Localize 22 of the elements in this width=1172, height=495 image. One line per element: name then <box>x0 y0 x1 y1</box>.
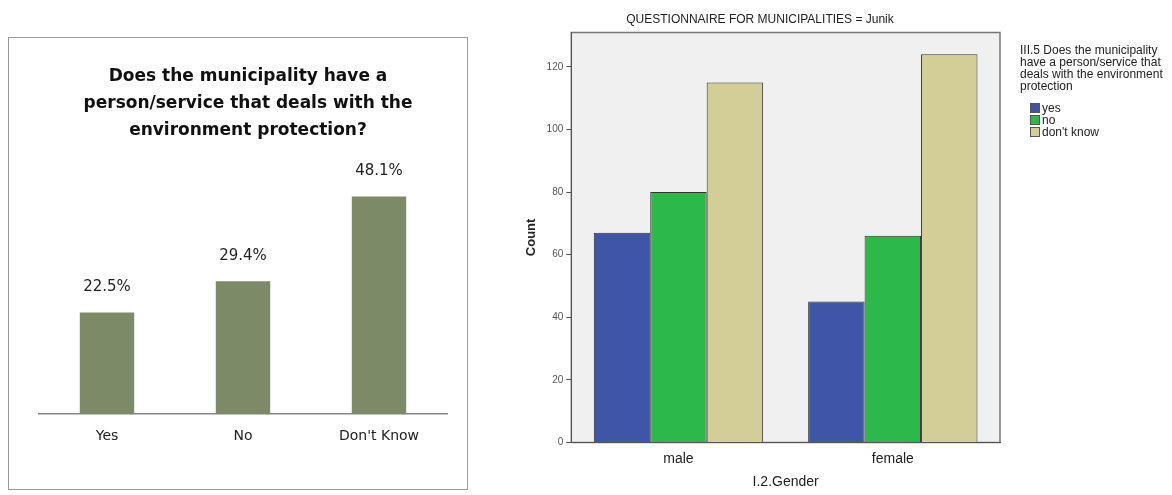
data-label: 48.1% <box>355 160 403 179</box>
x-tick-label: No <box>233 427 253 444</box>
chart-title: Does the municipality have a person/service that deals with the environment protection? <box>82 64 414 141</box>
x-tick-label: male <box>663 449 694 466</box>
data-label: 29.4% <box>219 245 267 264</box>
y-tick-label: 100 <box>546 123 564 135</box>
chart-title: QUESTIONNAIRE FOR MUNICIPALITIES = Junik <box>626 11 895 26</box>
x-axis-title: I.2.Gender <box>752 473 820 490</box>
x-tick-label: Yes <box>94 427 119 444</box>
y-tick-label: 80 <box>552 185 564 197</box>
data-label: 22.5% <box>83 276 131 295</box>
legend-title: III.5 Does the municipality have a person/service that deals with the environment protection <box>1020 43 1164 93</box>
x-tick-label: female <box>871 449 915 466</box>
legend-label: don't know <box>1042 125 1099 139</box>
y-tick-label: 120 <box>546 60 564 72</box>
y-tick-label: 0 <box>557 436 564 448</box>
y-tick-label: 20 <box>552 373 564 385</box>
legend-label: yes <box>1042 101 1061 115</box>
y-tick-label: 40 <box>552 310 564 322</box>
x-tick-label: Don't Know <box>338 427 420 444</box>
y-axis-title: Count <box>523 217 539 257</box>
y-tick-label: 60 <box>552 248 564 260</box>
